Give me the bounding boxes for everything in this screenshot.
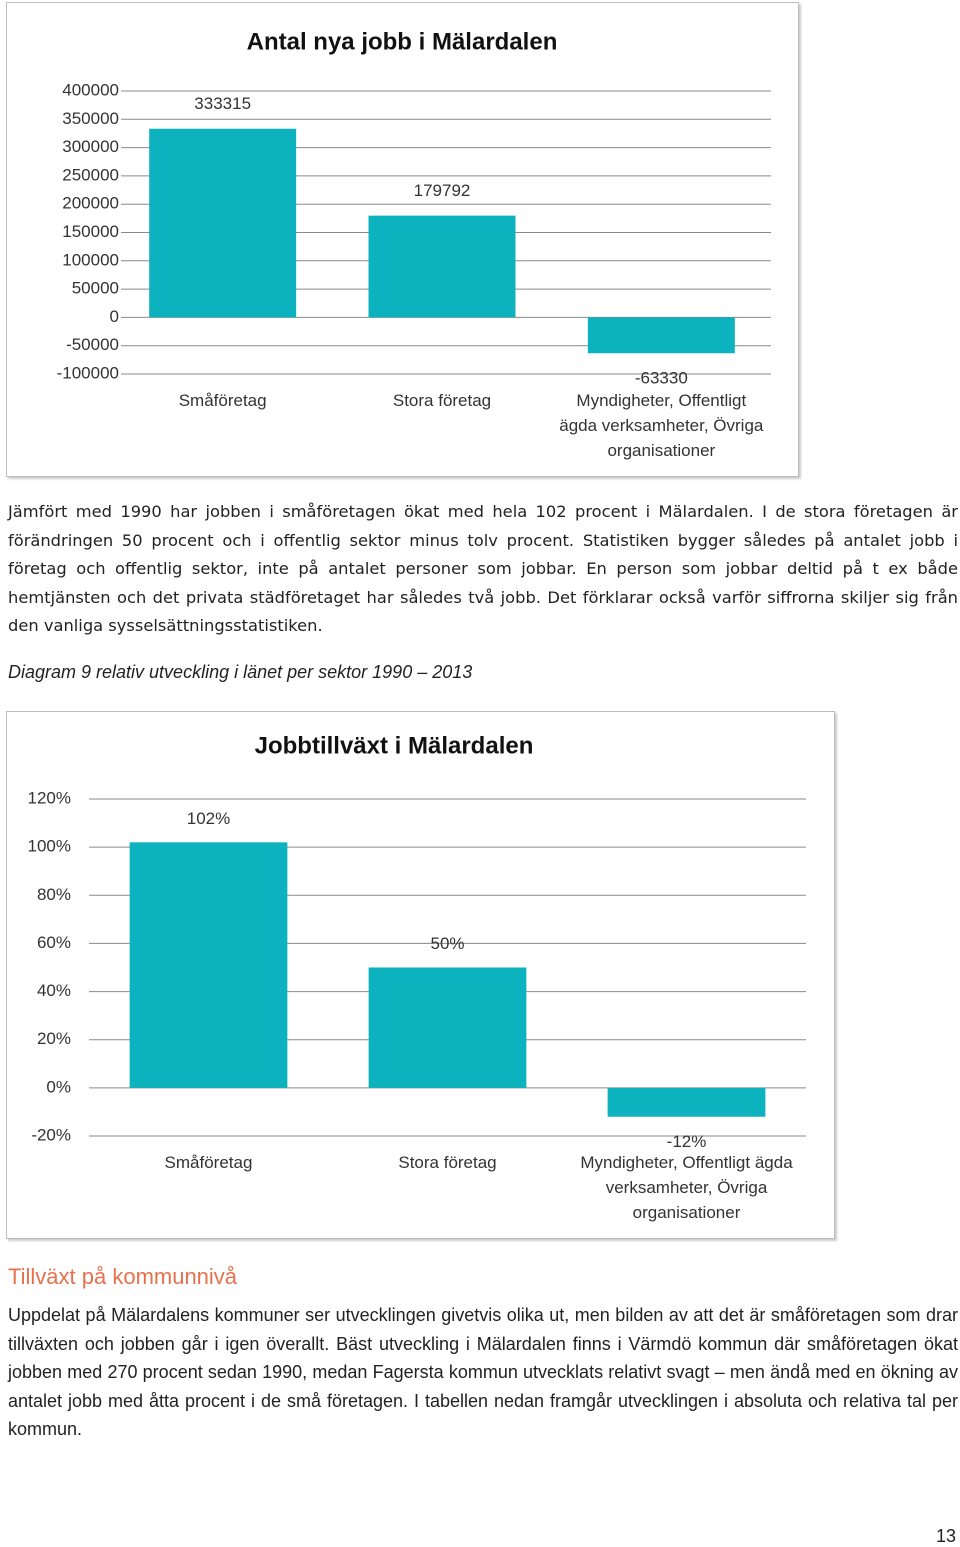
y-tick-label: 400000	[62, 80, 119, 99]
y-tick-label: -100000	[57, 363, 119, 382]
x-tick-label: Småföretag	[178, 391, 267, 410]
y-tick-label: 0	[110, 307, 119, 326]
x-tick-label: Myndigheter, Offentligt ägda verksamhete…	[559, 391, 764, 460]
bar	[129, 842, 288, 1088]
bar	[368, 967, 527, 1088]
bar	[149, 128, 297, 318]
page-number: 13	[935, 1526, 956, 1546]
y-tick-label: 250000	[62, 165, 119, 184]
y-tick-label: 50000	[72, 279, 119, 298]
data-label: -63330	[635, 369, 688, 388]
bar	[368, 215, 516, 318]
y-tick-label: 150000	[62, 222, 119, 241]
bar	[607, 1087, 766, 1117]
y-tick-label: 80%	[37, 885, 71, 904]
y-tick-label: 40%	[37, 981, 71, 1000]
x-tick-label: Småföretag	[164, 1153, 253, 1172]
y-tick-label: 100%	[28, 837, 71, 856]
y-tick-label: 200000	[62, 194, 119, 213]
x-tick-label: Myndigheter, Offentligt ägda verksamhete…	[580, 1153, 793, 1222]
section-heading: Tillväxt på kommunnivå	[8, 1264, 238, 1289]
y-tick-label: -50000	[66, 335, 119, 354]
data-label: 333315	[194, 94, 251, 113]
data-label: 50%	[430, 934, 464, 953]
chart-title: Jobbtillväxt i Mälardalen	[255, 732, 534, 759]
y-tick-label: 0%	[46, 1077, 71, 1096]
y-tick-label: 120%	[28, 788, 71, 807]
y-tick-label: 100000	[62, 250, 119, 269]
y-tick-label: -20%	[31, 1125, 71, 1144]
data-label: -12%	[667, 1132, 707, 1151]
data-label: 102%	[187, 809, 230, 828]
bar	[587, 317, 735, 354]
chart-box: Jobbtillväxt i Mälardalen -20% 0% 20% 40% 60%…	[6, 711, 835, 1239]
x-tick-label: Stora företag	[392, 391, 492, 410]
y-tick-label: 60%	[37, 933, 71, 952]
chart-title: Antal nya jobb i Mälardalen	[247, 28, 558, 55]
paragraph: Jämfört med 1990 har jobben i småföretag…	[8, 502, 958, 635]
chart: Antal nya jobb i Mälardalen -100000 -50000…	[57, 28, 771, 388]
data-label: 179792	[414, 181, 471, 200]
chart: Jobbtillväxt i Mälardalen -20% 0% 20% 40% 60%…	[28, 732, 806, 1151]
y-tick-label: 350000	[62, 109, 119, 128]
paragraph: Uppdelat på Mälardalens kommuner ser utv…	[8, 1305, 958, 1439]
y-tick-label: 20%	[37, 1029, 71, 1048]
chart-box: Antal nya jobb i Mälardalen -100000 -50000…	[6, 2, 799, 477]
x-tick-label: Stora företag	[398, 1153, 497, 1172]
caption: Diagram 9 relativ utveckling i länet per…	[8, 662, 473, 682]
y-tick-label: 300000	[62, 137, 119, 156]
